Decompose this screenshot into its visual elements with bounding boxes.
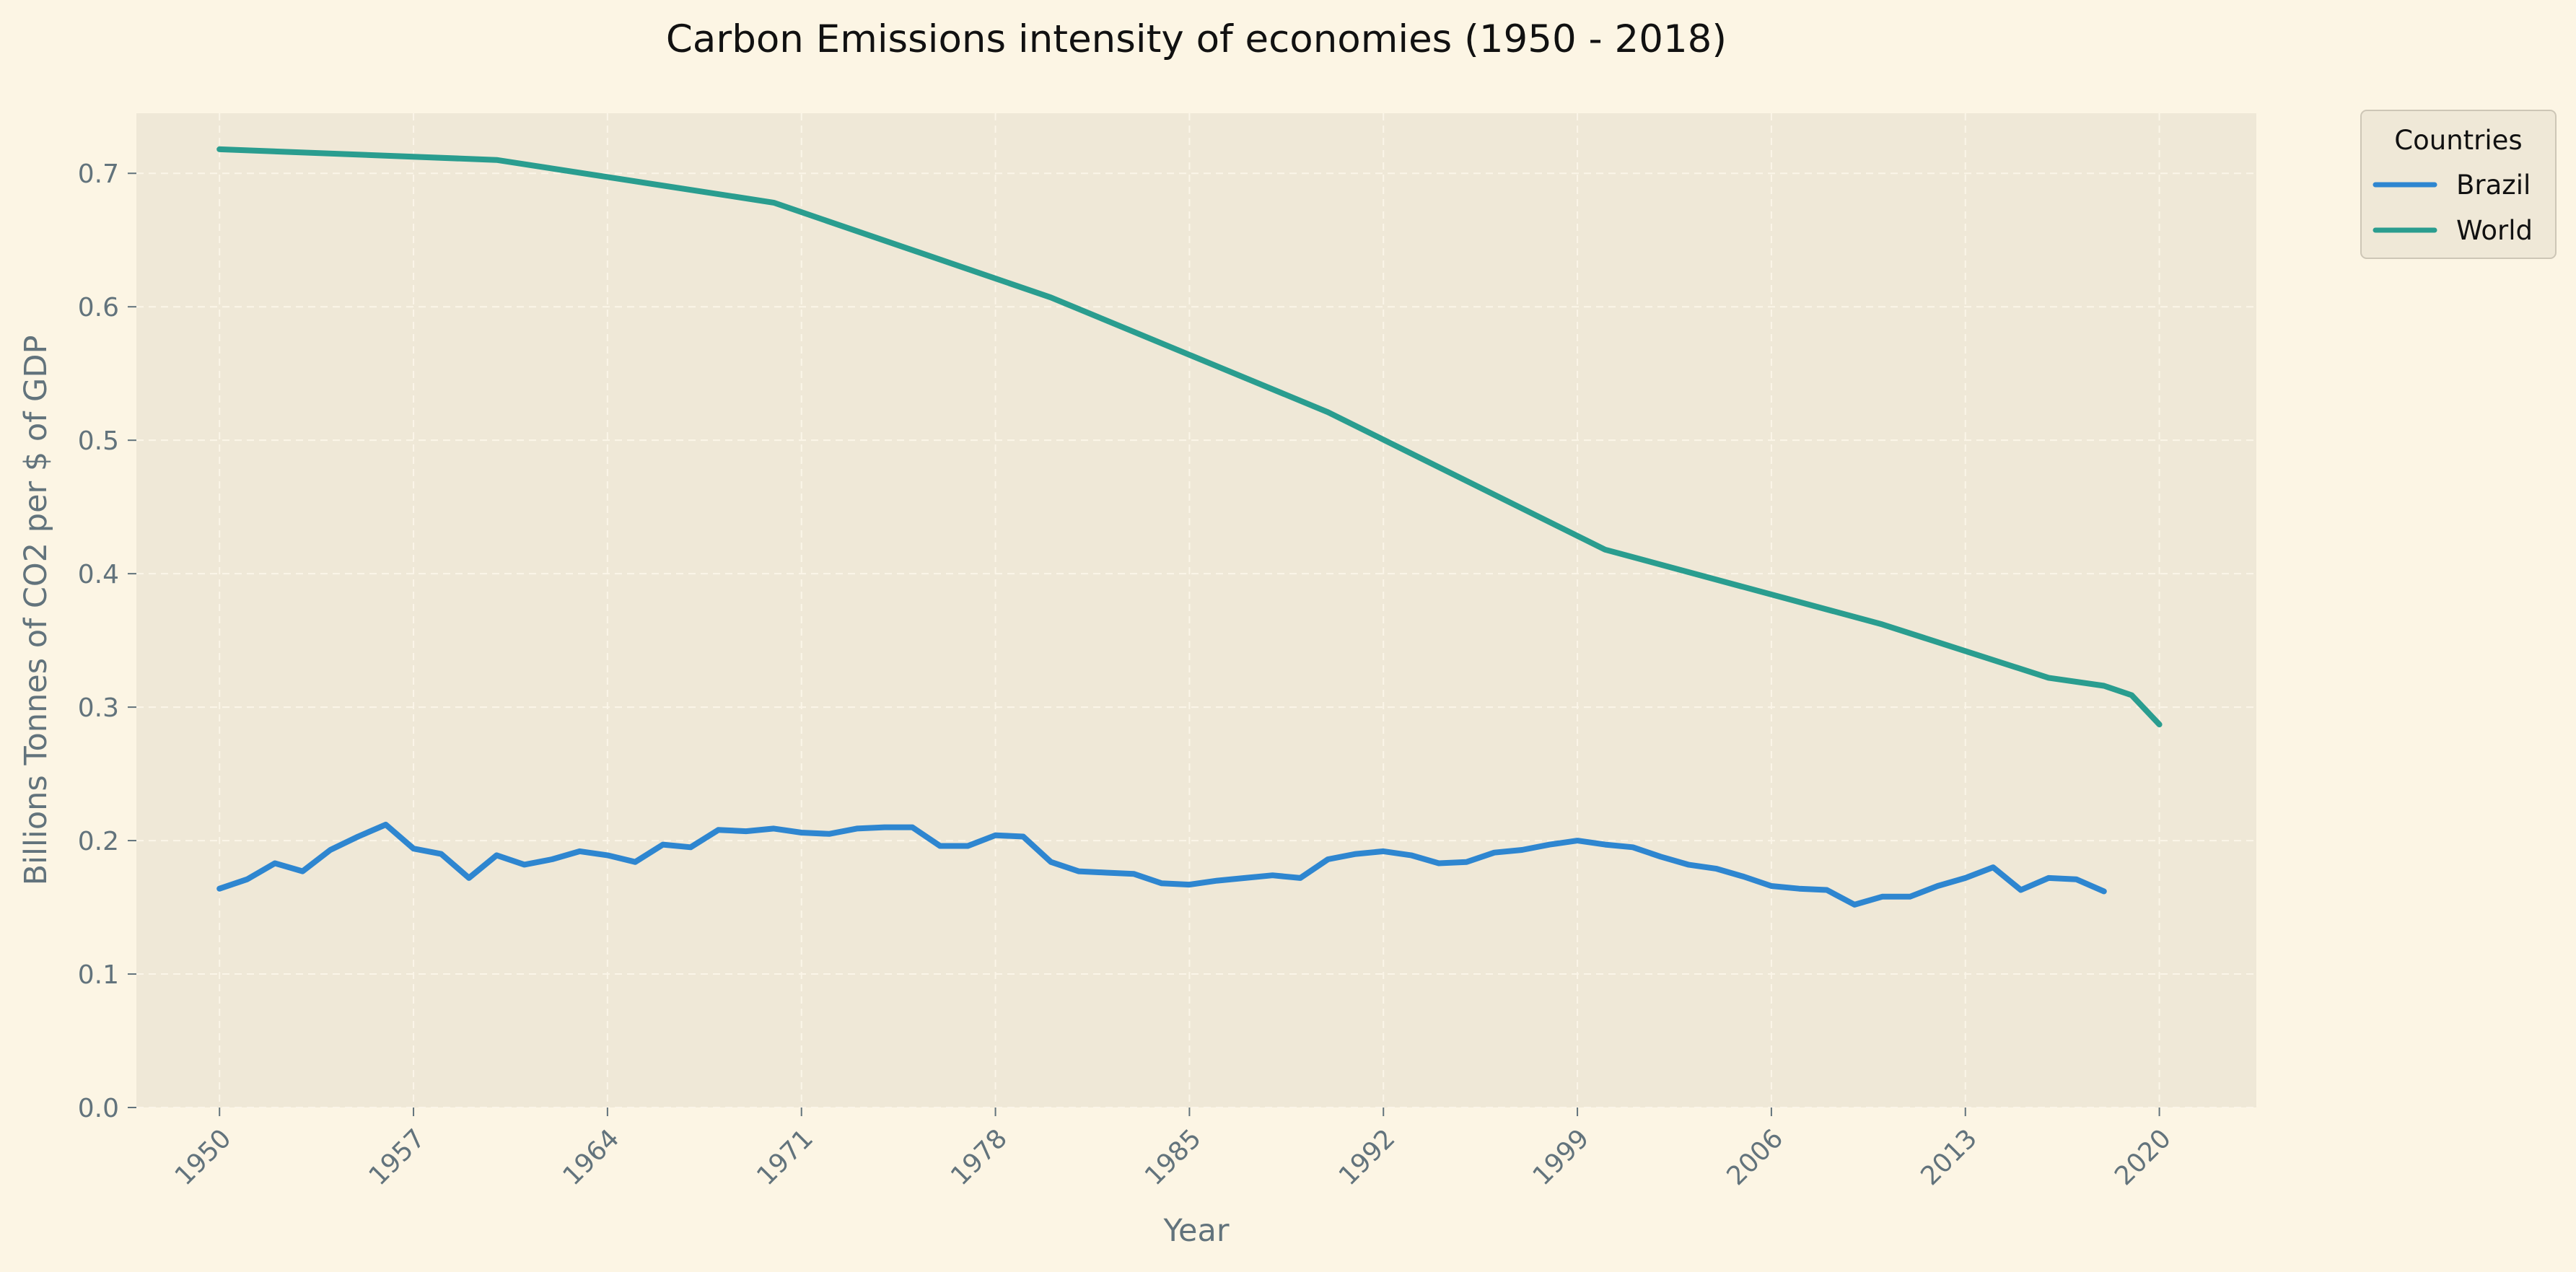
legend-label-brazil: Brazil <box>2456 170 2531 201</box>
y-tick-label: 0.2 <box>78 827 119 856</box>
series-line-brazil <box>216 821 2107 908</box>
chart-title: Carbon Emissions intensity of economies … <box>666 17 1727 61</box>
y-tick-label: 0.1 <box>78 960 119 990</box>
x-tick-label: 2020 <box>2109 1123 2177 1191</box>
x-tick-label: 1992 <box>1333 1123 1401 1191</box>
x-tick-label: 1978 <box>945 1123 1013 1191</box>
legend: Countries Brazil World <box>2360 110 2557 259</box>
y-tick-label: 0.6 <box>78 293 119 323</box>
series-line-world <box>216 146 2163 728</box>
legend-title: Countries <box>2394 125 2522 156</box>
legend-box <box>2360 110 2557 259</box>
y-tick-label: 0.0 <box>78 1094 119 1123</box>
legend-label-world: World <box>2456 215 2533 246</box>
x-tick-label: 1964 <box>557 1123 625 1191</box>
x-tick-label: 1971 <box>751 1123 819 1191</box>
y-tick-label: 0.3 <box>78 693 119 723</box>
x-tick-label: 2006 <box>1721 1123 1789 1191</box>
x-tick-label: 1957 <box>364 1123 431 1191</box>
y-axis-label: Billions Tonnes of CO2 per $ of GDP <box>18 335 54 886</box>
grid <box>136 113 2256 1108</box>
y-tick-label: 0.4 <box>78 560 119 589</box>
y-tick-label: 0.5 <box>78 426 119 456</box>
series-lines <box>216 146 2163 908</box>
x-tick-label: 2013 <box>1915 1123 1983 1191</box>
plot-area <box>136 113 2256 1107</box>
x-tick-label: 1985 <box>1139 1123 1207 1191</box>
x-axis-label: Year <box>1162 1213 1229 1249</box>
y-tick-label: 0.7 <box>78 159 119 189</box>
x-tick-label: 1999 <box>1528 1123 1595 1191</box>
x-tick-label: 1950 <box>170 1123 237 1191</box>
